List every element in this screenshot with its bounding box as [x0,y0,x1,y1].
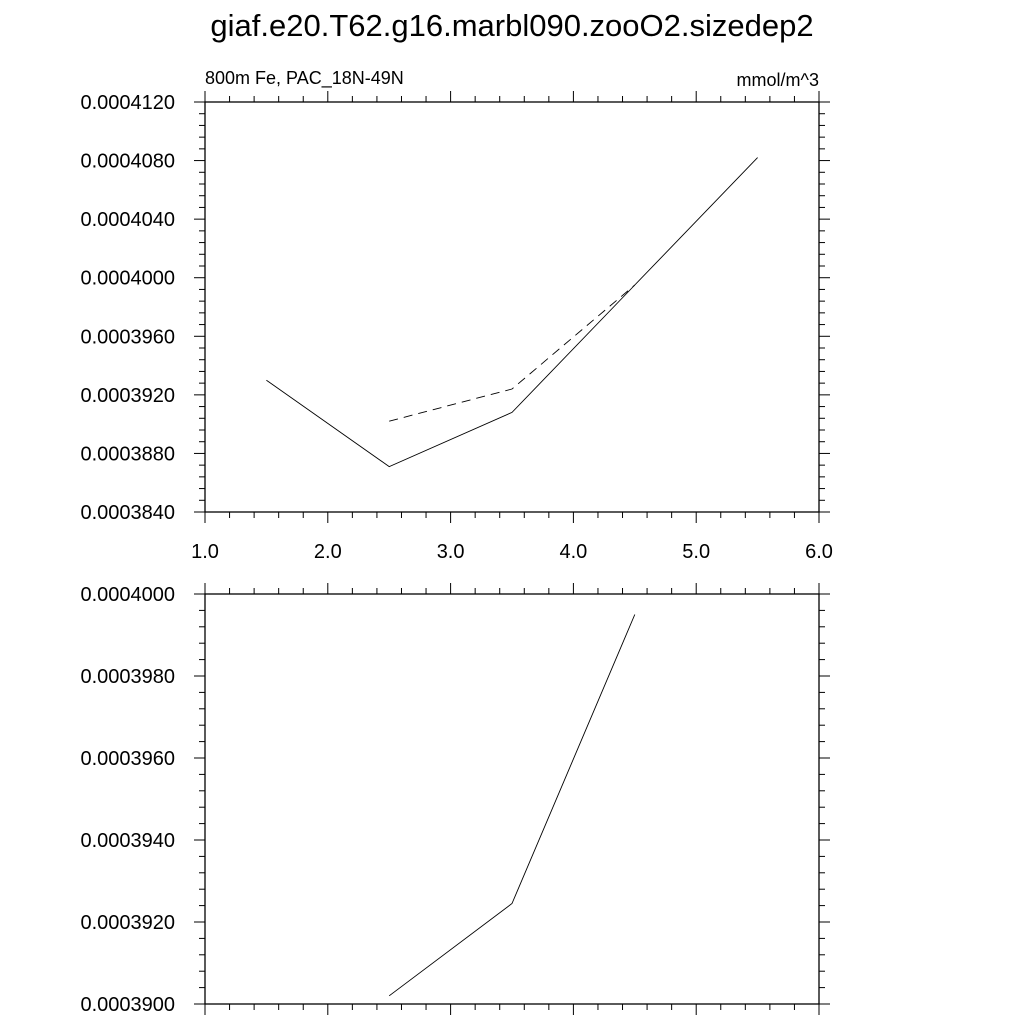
x-tick-label: 3.0 [437,541,465,563]
subtitle-left: 800m Fe, PAC_18N-49N [205,68,404,89]
y-tick-label: 0.0003940 [80,830,175,852]
y-tick-label: 0.0003840 [80,502,175,524]
y-tick-label: 0.0004040 [80,209,175,231]
series-line-dashed [389,284,636,422]
x-tick-label: 1.0 [191,541,219,563]
y-tick-label: 0.0004000 [80,584,175,606]
page-title: giaf.e20.T62.g16.marbl090.zooO2.sizedep2 [210,8,814,43]
y-tick-label: 0.0003920 [80,385,175,407]
y-tick-label: 0.0004000 [80,268,175,290]
series-line-solid [388,614,636,997]
y-tick-label: 0.0003960 [80,748,175,770]
y-tick-label: 0.0003900 [80,994,175,1016]
units-label: mmol/m^3 [737,70,819,90]
plot-frame [204,101,820,513]
x-tick-label: 2.0 [314,541,342,563]
y-tick-label: 0.0003920 [80,912,175,934]
y-tick-label: 0.0004120 [80,92,175,114]
x-tick-label: 5.0 [682,541,710,563]
plot-frame [204,593,820,1005]
chart-top: 1.0 2.0 3.0 4.0 5.0 6.0 0.0003840 0.0003880 0.00… [80,68,832,563]
series-line-solid [266,157,758,468]
y-tick-label: 0.0003880 [80,443,175,465]
y-tick-label: 0.0004080 [80,151,175,173]
x-tick-label: 6.0 [805,541,833,563]
y-tick-label: 0.0003980 [80,666,175,688]
x-tick-label: 4.0 [559,541,587,563]
chart-bottom: 0.0003900 0.0003920 0.0003940 0.0003960 0.00… [80,583,830,1016]
y-tick-label: 0.0003960 [80,326,175,348]
